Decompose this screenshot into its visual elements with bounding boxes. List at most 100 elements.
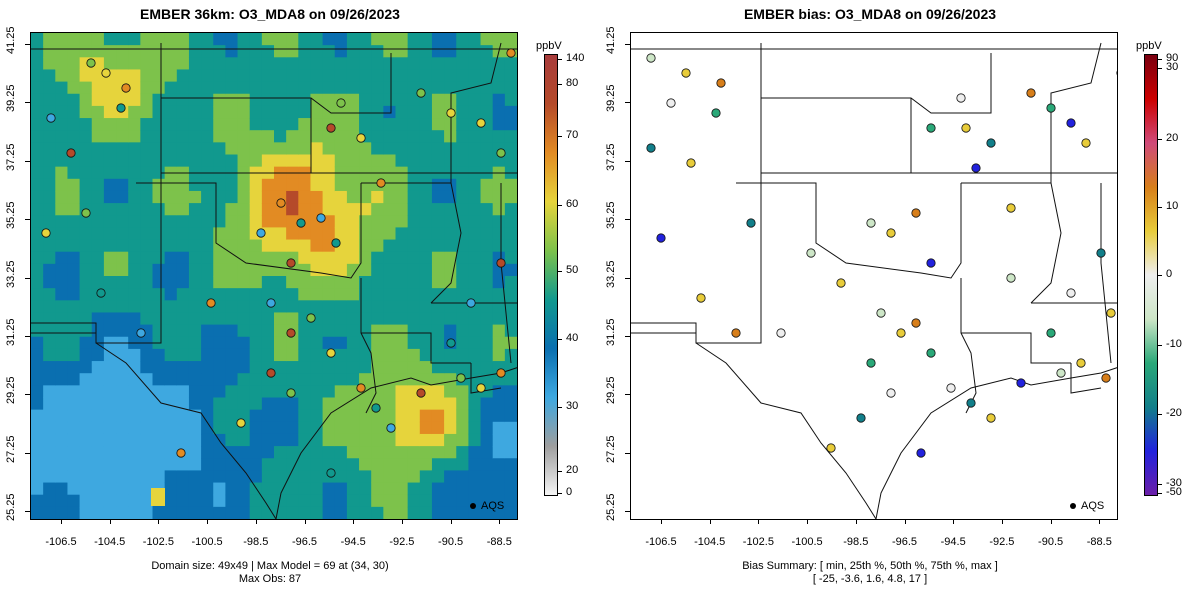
colorbar-tick-label: 90 [1166, 52, 1179, 65]
x-tick-label: -102.5 [742, 536, 774, 548]
colorbar-tick [558, 470, 562, 472]
y-tick-label: 35.25 [5, 201, 17, 230]
colorbar-tick-label: 70 [566, 129, 579, 142]
colorbar-tick-label: -50 [1166, 485, 1182, 498]
x-tick [807, 519, 809, 524]
bias-canvas [631, 42, 1117, 519]
x-tick-label: -88.5 [1086, 536, 1112, 548]
y-tick [625, 336, 630, 337]
x-tick-label: -106.5 [45, 536, 77, 548]
x-tick [904, 519, 906, 524]
colorbar-tick [1158, 484, 1162, 485]
colorbar-tick [1158, 345, 1162, 347]
y-tick [625, 511, 630, 513]
colorbar-tick-label: 0 [1166, 268, 1173, 280]
x-tick-label: -104.5 [94, 536, 126, 548]
aqs-dot-icon [1070, 503, 1076, 510]
x-tick-label: -90.5 [438, 536, 464, 548]
y-tick [625, 452, 630, 454]
x-tick-label: -102.5 [142, 536, 174, 548]
y-tick-label: 31.25 [5, 318, 17, 346]
y-tick-label: 39.25 [605, 84, 617, 113]
colorbar-tick-label: 20 [1166, 131, 1179, 144]
y-tick-label: 37.25 [5, 143, 17, 171]
y-tick [25, 336, 30, 337]
colorbar-tick-label: 50 [566, 263, 579, 276]
y-tick [25, 160, 30, 162]
colorbar-tick-label: 30 [566, 400, 579, 412]
bias-map-panel: EMBER bias: O3_MDA8 on 09/26/2023 ppbV 9… [600, 0, 1200, 600]
y-tick [625, 277, 630, 279]
x-tick [953, 519, 955, 524]
colorbar-tick-label: 80 [566, 76, 579, 89]
colorbar-tick [558, 270, 562, 272]
y-tick [625, 219, 630, 221]
y-tick-label: 33.25 [605, 260, 617, 288]
x-tick [1099, 519, 1101, 524]
x-tick-label: -104.5 [694, 536, 726, 548]
y-tick [25, 277, 30, 279]
bias-map-title: EMBER bias: O3_MDA8 on 09/26/2023 [743, 6, 997, 22]
x-tick [1001, 519, 1003, 524]
bias-summary-line1: Bias Summary: [ min, 25th %, 50th %, 75t… [742, 560, 998, 572]
x-tick [499, 519, 501, 524]
colorbar-tick-label: 60 [566, 197, 579, 210]
ozone-map-panel: EMBER 36km: O3_MDA8 on 09/26/2023 ppbV 1… [5, 6, 584, 585]
colorbar-tick [1158, 138, 1162, 140]
domain-summary-line1: Domain size: 49x49 | Max Model = 69 at (… [151, 560, 389, 572]
x-tick-label: -88.5 [486, 536, 512, 548]
colorbar-tick [558, 338, 562, 340]
colorbar-tick [558, 407, 562, 408]
y-tick [625, 160, 630, 162]
y-tick [25, 219, 30, 221]
colorbar-tick [1158, 59, 1162, 61]
bias-colorbar-unit: ppbV [1136, 40, 1162, 52]
ozone-colorbar [544, 54, 558, 496]
colorbar-tick [558, 136, 562, 138]
x-tick [61, 519, 62, 524]
colorbar-tick-label: 30 [1166, 61, 1179, 74]
colorbar-tick [1158, 492, 1162, 494]
y-tick-label: 33.25 [5, 260, 17, 288]
y-tick [625, 44, 630, 45]
y-tick [625, 394, 630, 396]
aqs-legend: AQS [470, 500, 504, 512]
x-tick-label: -90.5 [1038, 536, 1064, 548]
x-tick [304, 519, 306, 524]
x-tick-label: -92.5 [389, 536, 415, 548]
ozone-grid-canvas [31, 33, 517, 519]
y-tick-label: 29.25 [5, 376, 17, 405]
colorbar-tick [1158, 206, 1162, 208]
aqs-dot-icon [470, 503, 476, 510]
x-tick-label: -96.5 [291, 536, 318, 548]
bias-colorbar [1144, 54, 1158, 496]
x-tick-label: -100.5 [191, 536, 223, 548]
x-tick [855, 519, 857, 524]
y-tick-label: 41.25 [605, 26, 617, 54]
y-tick [25, 102, 30, 104]
y-tick-label: 37.25 [605, 143, 617, 171]
domain-summary-line2: Max Obs: 87 [238, 573, 302, 585]
x-tick [207, 519, 209, 524]
colorbar-tick-label: 40 [566, 331, 579, 344]
x-tick [758, 519, 760, 524]
y-tick [25, 44, 30, 45]
colorbar-tick-label: -10 [1166, 338, 1182, 351]
aqs-legend: AQS [1070, 500, 1104, 512]
y-tick [625, 102, 630, 104]
x-tick-label: -92.5 [989, 536, 1015, 548]
x-tick [709, 519, 711, 524]
ozone-map-title: EMBER 36km: O3_MDA8 on 09/26/2023 [140, 6, 400, 22]
x-tick [450, 519, 452, 524]
colorbar-tick [558, 59, 562, 61]
x-tick [109, 519, 111, 524]
x-tick-label: -96.5 [891, 536, 918, 548]
x-tick-label: -94.5 [940, 536, 966, 548]
colorbar-tick-label: 10 [1166, 199, 1179, 212]
colorbar-tick [558, 83, 562, 85]
bias-map [630, 32, 1118, 520]
x-tick [1050, 519, 1052, 524]
y-tick-label: 25.25 [5, 493, 17, 522]
y-tick-label: 27.25 [5, 435, 17, 463]
ozone-colorbar-unit: ppbV [536, 40, 562, 52]
